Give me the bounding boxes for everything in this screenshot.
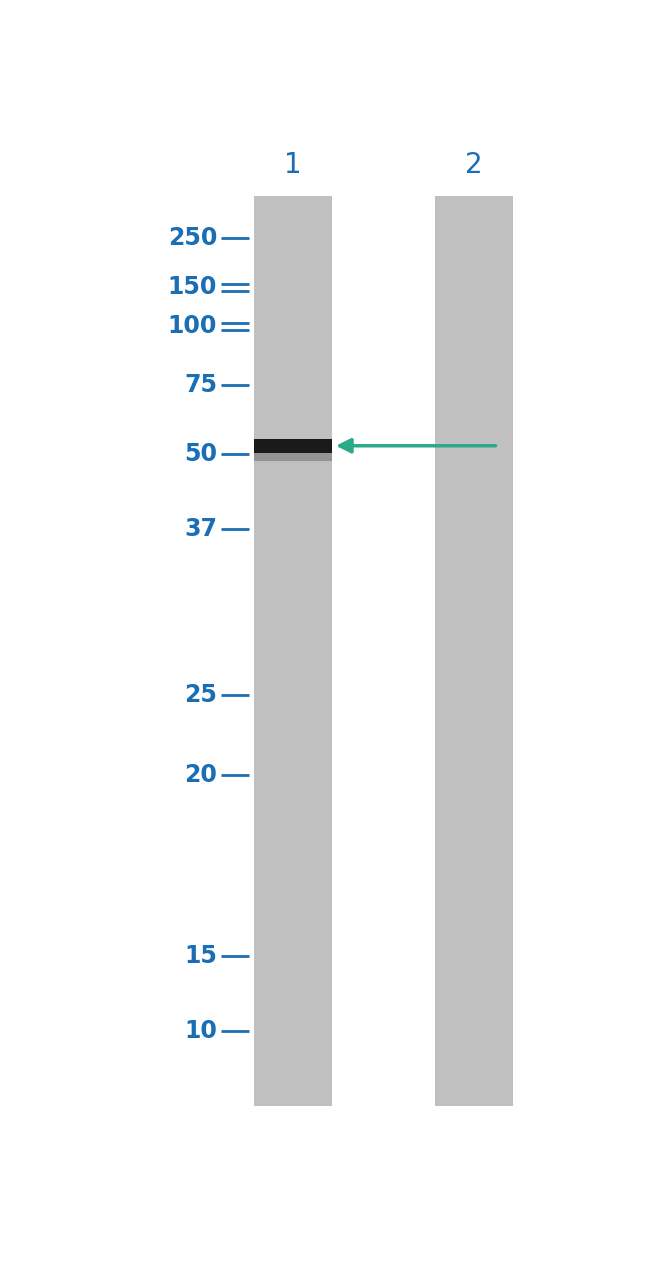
Text: 37: 37 bbox=[184, 517, 217, 541]
Text: 2: 2 bbox=[465, 151, 483, 179]
Text: 15: 15 bbox=[184, 944, 217, 968]
Bar bbox=[254, 439, 332, 452]
Bar bbox=[435, 197, 514, 1106]
Text: 25: 25 bbox=[184, 683, 217, 707]
Text: 250: 250 bbox=[168, 226, 217, 250]
Bar bbox=[254, 197, 332, 1106]
Text: 50: 50 bbox=[184, 442, 217, 466]
Text: 150: 150 bbox=[168, 276, 217, 300]
Text: 20: 20 bbox=[184, 763, 217, 787]
Text: 1: 1 bbox=[284, 151, 302, 179]
Text: 75: 75 bbox=[184, 373, 217, 398]
Bar bbox=[254, 452, 332, 461]
Text: 10: 10 bbox=[184, 1019, 217, 1043]
Text: 100: 100 bbox=[168, 315, 217, 339]
